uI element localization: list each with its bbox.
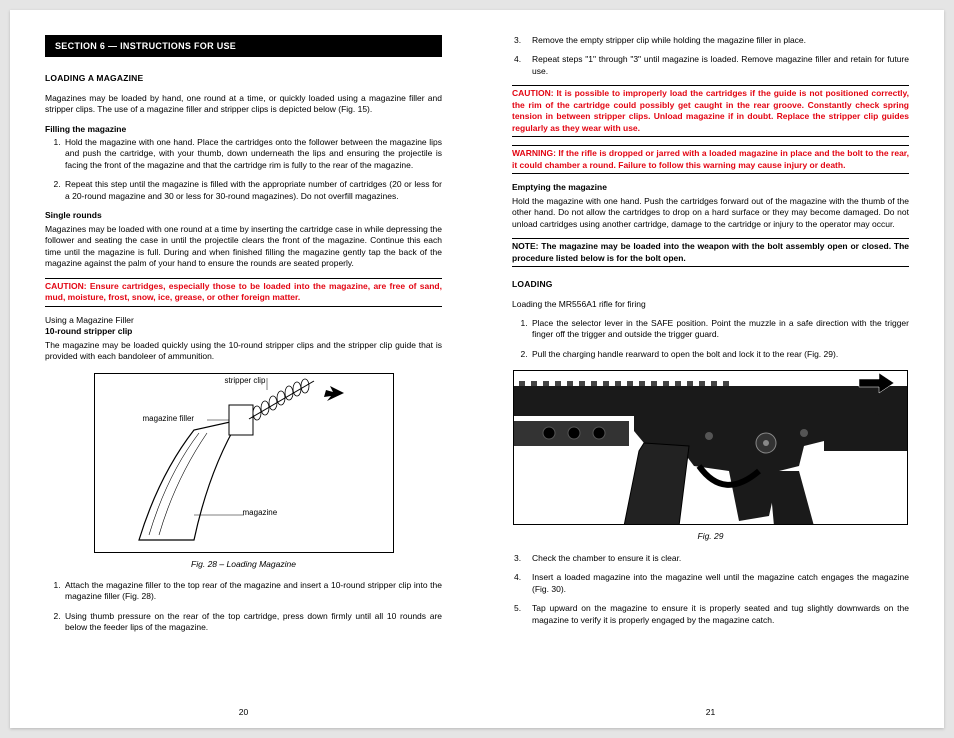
list-item: Using thumb pressure on the rear of the …	[63, 611, 442, 634]
page-number-right: 21	[477, 707, 944, 718]
paragraph-single: Magazines may be loaded with one round a…	[45, 224, 442, 270]
page-left: SECTION 6 — INSTRUCTIONS FOR USE LOADING…	[10, 10, 477, 728]
page-right: Remove the empty stripper clip while hol…	[477, 10, 944, 728]
figure-29-svg	[514, 371, 908, 525]
list-item: Attach the magazine filler to the top re…	[63, 580, 442, 603]
list-filling: Hold the magazine with one hand. Place t…	[45, 137, 442, 202]
heading-stripper-clip: 10-round stripper clip	[45, 326, 442, 337]
figure-28-caption: Fig. 28 – Loading Magazine	[45, 559, 442, 570]
list-item: Check the chamber to ensure it is clear.	[530, 553, 909, 564]
heading-loading-magazine: LOADING A MAGAZINE	[45, 73, 442, 84]
heading-filling: Filling the magazine	[45, 124, 442, 135]
note-box: NOTE: The magazine may be loaded into th…	[512, 238, 909, 267]
heading-single-rounds: Single rounds	[45, 210, 442, 221]
list-loading: Place the selector lever in the SAFE pos…	[512, 318, 909, 360]
paragraph-emptying: Hold the magazine with one hand. Push th…	[512, 196, 909, 230]
caution-box: CAUTION: It is possible to improperly lo…	[512, 85, 909, 137]
page-spread: SECTION 6 — INSTRUCTIONS FOR USE LOADING…	[10, 10, 944, 728]
heading-loading: LOADING	[512, 279, 909, 290]
section-header: SECTION 6 — INSTRUCTIONS FOR USE	[45, 35, 442, 57]
caution-box: CAUTION: Ensure cartridges, especially t…	[45, 278, 442, 307]
page-number-left: 20	[10, 707, 477, 718]
list-item: Hold the magazine with one hand. Place t…	[63, 137, 442, 171]
list-item: Place the selector lever in the SAFE pos…	[530, 318, 909, 341]
list-loading-continued: Check the chamber to ensure it is clear.…	[512, 553, 909, 626]
paragraph-stripper: The magazine may be loaded quickly using…	[45, 340, 442, 363]
list-item: Insert a loaded magazine into the magazi…	[530, 572, 909, 595]
figure-28-svg	[99, 375, 389, 550]
label-stripper-clip: stripper clip	[225, 376, 266, 387]
list-item: Repeat steps "1" through "3" until magaz…	[530, 54, 909, 77]
list-item: Repeat this step until the magazine is f…	[63, 179, 442, 202]
list-item: Pull the charging handle rearward to ope…	[530, 349, 909, 360]
paragraph-intro: Magazines may be loaded by hand, one rou…	[45, 93, 442, 116]
list-item: Remove the empty stripper clip while hol…	[530, 35, 909, 46]
figure-28: stripper clip magazine filler magazine	[94, 373, 394, 553]
paragraph-using-filler: Using a Magazine Filler	[45, 315, 442, 326]
heading-emptying: Emptying the magazine	[512, 182, 909, 193]
warning-box: WARNING: If the rifle is dropped or jarr…	[512, 145, 909, 174]
figure-29-caption: Fig. 29	[512, 531, 909, 542]
label-magazine-filler: magazine filler	[143, 414, 195, 425]
list-attach: Attach the magazine filler to the top re…	[45, 580, 442, 634]
figure-29	[513, 370, 908, 525]
list-continued: Remove the empty stripper clip while hol…	[512, 35, 909, 77]
paragraph-loading-intro: Loading the MR556A1 rifle for firing	[512, 299, 909, 310]
label-magazine: magazine	[243, 508, 278, 519]
list-item: Tap upward on the magazine to ensure it …	[530, 603, 909, 626]
